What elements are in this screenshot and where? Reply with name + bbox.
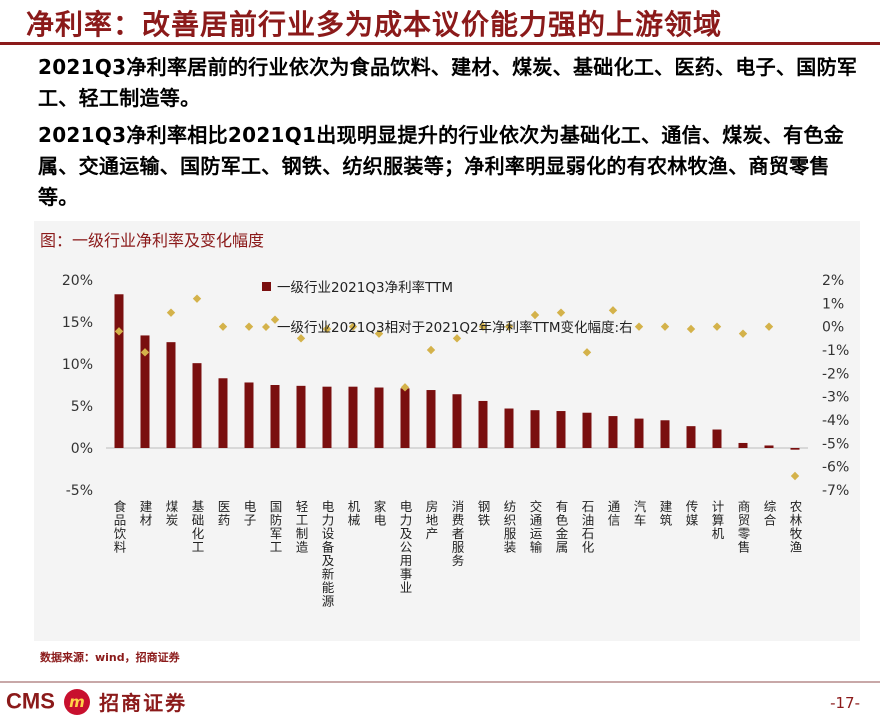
logo-cms-text: CMS — [6, 688, 55, 714]
paragraph-net-margin-leaders: 2021Q3净利率居前的行业依次为食品饮料、建材、煤炭、基础化工、医药、电子、国… — [38, 55, 858, 110]
company-logo: CMS m 招商证券 — [6, 687, 187, 717]
data-source: 数据来源：wind，招商证券 — [40, 651, 180, 664]
page-title: 净利率：改善居前行业多为成本议价能力强的上游领域 — [26, 8, 723, 41]
logo-company-name: 招商证券 — [99, 691, 188, 715]
page-number: -17- — [830, 694, 860, 712]
paragraph-net-margin-change: 2021Q3净利率相比2021Q1出现明显提升的行业依次为基础化工、通信、煤炭、… — [38, 123, 845, 209]
chart-caption: 图：一级行业净利率及变化幅度 — [40, 231, 265, 250]
footer-divider — [0, 681, 880, 683]
chart-panel — [34, 221, 860, 641]
title-bar: 净利率：改善居前行业多为成本议价能力强的上游领域 — [0, 0, 880, 46]
logo-emblem-icon: m — [63, 688, 90, 715]
title-underline — [0, 42, 880, 45]
